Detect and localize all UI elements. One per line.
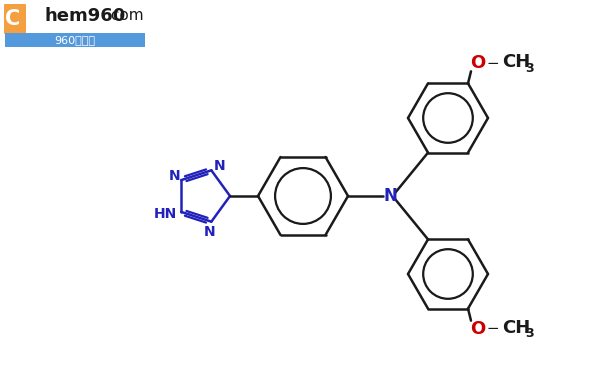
Text: −: −	[482, 56, 504, 71]
Text: 3: 3	[526, 62, 534, 75]
Text: −: −	[482, 321, 504, 336]
Text: CH: CH	[502, 53, 530, 71]
Text: .com: .com	[106, 9, 144, 24]
Text: N: N	[203, 225, 215, 238]
Text: O: O	[470, 320, 486, 338]
Text: HN: HN	[154, 207, 177, 221]
Text: N: N	[383, 187, 397, 205]
Text: C: C	[5, 9, 21, 29]
Text: N: N	[168, 169, 180, 183]
Text: CH: CH	[502, 319, 530, 337]
Text: O: O	[470, 54, 486, 72]
Text: N: N	[214, 159, 225, 173]
Text: 3: 3	[526, 327, 534, 340]
Text: 960化工网: 960化工网	[54, 35, 96, 45]
FancyBboxPatch shape	[4, 4, 26, 34]
FancyBboxPatch shape	[5, 33, 145, 47]
Text: hem960: hem960	[44, 7, 126, 25]
